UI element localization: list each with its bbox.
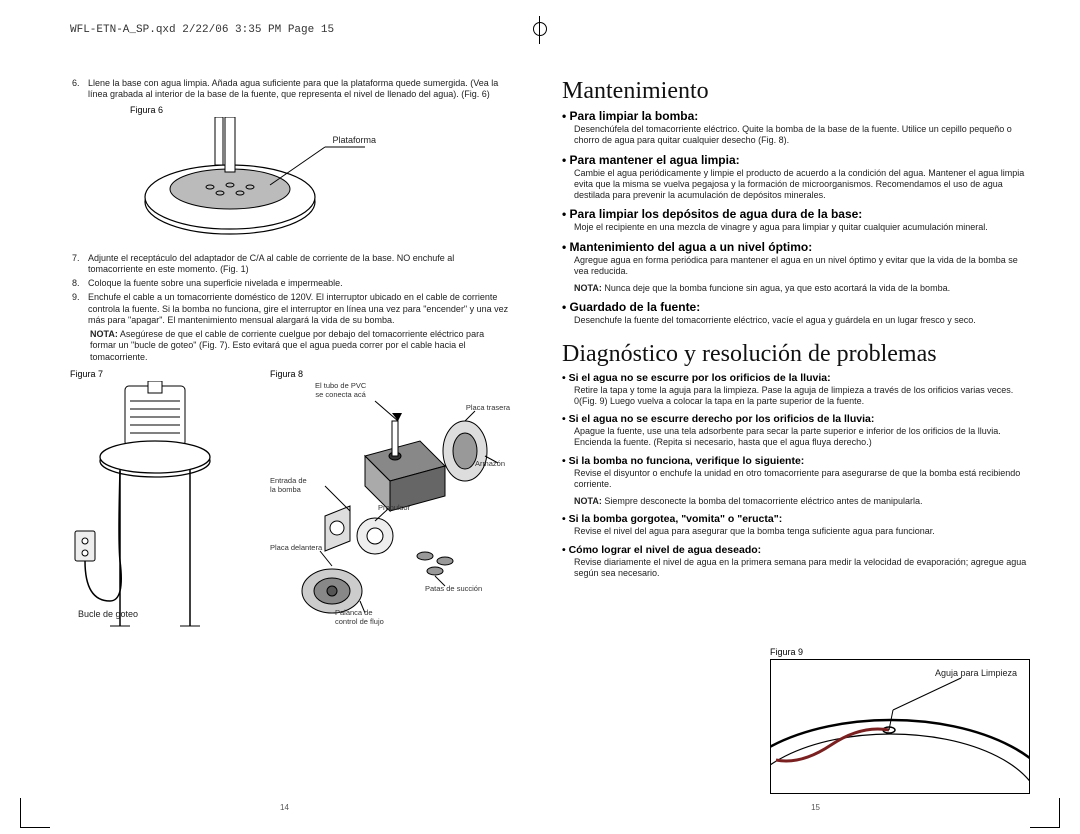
fig8-pvc-label: El tubo de PVC se conecta acá [315, 381, 366, 399]
s2-body: Cambie el agua periódicamente y limpie e… [574, 168, 1030, 202]
fig8-entrada-label: Entrada de la bomba [270, 476, 307, 494]
fig8-palanca-label: Palanca de control de flujo [335, 608, 384, 626]
t4-head: Si la bomba gorgotea, "vomita" o "eructa… [562, 513, 1030, 525]
t1-head: Si el agua no se escurre por los orifici… [562, 372, 1030, 384]
t1-body: Retire la tapa y tome la aguja para la l… [574, 385, 1030, 408]
s4-note: NOTA: Nunca deje que la bomba funcione s… [574, 283, 1030, 294]
figure-7-svg [70, 381, 240, 641]
figure-7-8-row: Figura 7 [70, 369, 510, 641]
figure-7-label: Bucle de goteo [78, 609, 138, 619]
registration-mark [530, 16, 550, 44]
figure-6-label: Plataforma [332, 135, 376, 145]
figure-7: Figura 7 [70, 369, 240, 641]
troubleshoot-heading: Diagnóstico y resolución de problemas [562, 341, 1030, 368]
figure-6: Figura 6 Plataforma [130, 105, 510, 247]
right-column: Mantenimiento Para limpiar la bomba: Des… [562, 78, 1030, 794]
s4-head: Mantenimiento del agua a un nivel óptimo… [562, 240, 1030, 254]
fig8-delantera-label: Placa delantera [270, 543, 322, 552]
t3-note: NOTA: Siempre desconecte la bomba del to… [574, 496, 1030, 507]
figure-9: Figura 9 Aguja para Limpieza [770, 647, 1030, 794]
s3-head: Para limpiar los depósitos de agua dura … [562, 207, 1030, 221]
fig8-patas-label: Patas de succión [425, 584, 482, 593]
s1-head: Para limpiar la bomba: [562, 109, 1030, 123]
step-7: 7.Adjunte el receptáculo del adaptador d… [70, 253, 510, 276]
figure-7-caption: Figura 7 [70, 369, 240, 379]
t5-head: Cómo lograr el nivel de agua deseado: [562, 544, 1030, 556]
s4-body: Agregue agua en forma periódica para man… [574, 255, 1030, 278]
figure-8: Figura 8 [270, 369, 510, 621]
fig8-propulsor-label: Propulsor [378, 503, 410, 512]
step-6: 6. Llene la base con agua limpia. Añada … [70, 78, 510, 101]
figure-6-caption: Figura 6 [130, 105, 510, 115]
page-content: 6. Llene la base con agua limpia. Añada … [70, 78, 1030, 794]
t4-body: Revise el nivel del agua para asegurar q… [574, 526, 1030, 537]
fig8-armazon-label: Armazón [475, 459, 505, 468]
s3-body: Moje el recipiente en una mezcla de vina… [574, 222, 1030, 233]
s2-head: Para mantener el agua limpia: [562, 153, 1030, 167]
maintenance-heading: Mantenimiento [562, 78, 1030, 105]
left-column: 6. Llene la base con agua limpia. Añada … [70, 78, 510, 794]
t3-body: Revise el disyuntor o enchufe la unidad … [574, 468, 1030, 491]
figure-9-label: Aguja para Limpieza [935, 668, 1017, 678]
t2-body: Apague la fuente, use una tela adsorbent… [574, 426, 1030, 449]
s5-body: Desenchufe la fuente del tomacorriente e… [574, 315, 1030, 326]
t5-body: Revise diariamente el nivel de agua en l… [574, 557, 1030, 580]
t2-head: Si el agua no se escurre derecho por los… [562, 413, 1030, 425]
figure-9-caption: Figura 9 [770, 647, 1030, 657]
s5-head: Guardado de la fuente: [562, 300, 1030, 314]
t3-head: Si la bomba no funciona, verifique lo si… [562, 455, 1030, 467]
step-8: 8.Coloque la fuente sobre una superficie… [70, 278, 510, 289]
step-9: 9.Enchufe el cable a un tomacorriente do… [70, 292, 510, 326]
note-1: NOTA: Asegúrese de que el cable de corri… [90, 329, 510, 363]
figure-9-svg [771, 660, 1030, 794]
s1-body: Desenchúfela del tomacorriente eléctrico… [574, 124, 1030, 147]
figure-8-caption: Figura 8 [270, 369, 510, 379]
page-header-text: WFL-ETN-A_SP.qxd 2/22/06 3:35 PM Page 15 [70, 24, 334, 36]
fig8-trasera-label: Placa trasera [466, 403, 510, 412]
page-footer-marks [20, 794, 1060, 828]
